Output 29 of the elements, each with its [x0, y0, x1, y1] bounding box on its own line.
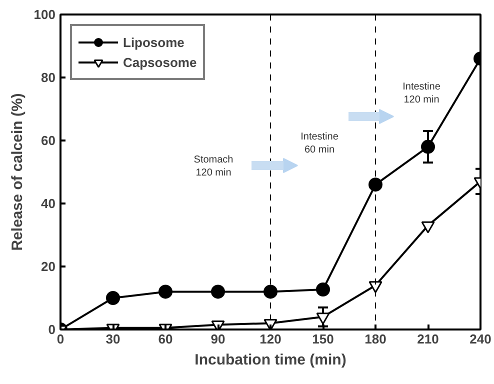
point: [368, 178, 382, 192]
annotation: Intestine 60 min: [300, 131, 339, 156]
y-tick-label: 40: [41, 196, 56, 211]
point: [264, 284, 278, 299]
y-tick-label: 0: [48, 322, 56, 337]
x-tick-label: 90: [210, 332, 226, 346]
x-tick-label: 60: [158, 332, 173, 346]
y-tick-label: 60: [41, 133, 56, 148]
x-tick-label: 150: [312, 332, 334, 346]
x-tick-label: 240: [470, 332, 492, 346]
point: [211, 284, 225, 299]
x-tick-label: 120: [260, 332, 282, 346]
y-tick-label: 80: [41, 70, 56, 85]
annotation: Intestine 120 min: [402, 81, 441, 106]
x-tick-label: 210: [417, 332, 439, 346]
annotation: Stomach 120 min: [194, 154, 234, 179]
y-tick-label: 20: [41, 259, 56, 274]
point: [158, 284, 172, 299]
point: [421, 140, 435, 154]
point: [106, 291, 120, 305]
x-axis-title: Incubation time (min): [194, 352, 346, 368]
legend-label: Liposome: [123, 34, 184, 50]
point: [264, 318, 278, 330]
x-tick-label: 180: [364, 332, 386, 346]
y-tick-label: 100: [34, 7, 56, 22]
x-tick-label: 30: [106, 332, 120, 346]
legend-label: Capsosome: [123, 54, 197, 70]
y-axis-title: Release of calcein (%): [8, 93, 26, 251]
point: [316, 282, 330, 296]
